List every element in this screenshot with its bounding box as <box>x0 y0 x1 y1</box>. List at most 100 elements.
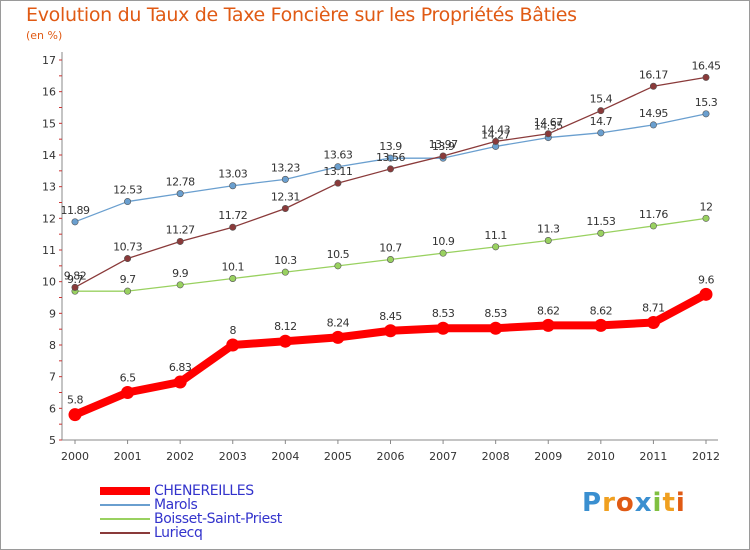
data-label: 10.3 <box>274 254 297 267</box>
x-tick-label: 2007 <box>429 450 457 463</box>
data-point <box>278 334 292 348</box>
y-tick-label: 9 <box>49 307 56 320</box>
x-tick-label: 2003 <box>219 450 247 463</box>
data-label: 9.82 <box>64 269 87 282</box>
data-label: 10.1 <box>222 261 245 274</box>
data-label: 9.9 <box>172 267 188 280</box>
data-point <box>436 321 450 335</box>
data-point <box>121 386 135 399</box>
data-label: 12.53 <box>113 184 142 197</box>
data-label: 14.95 <box>639 107 668 120</box>
data-label: 13.11 <box>323 165 352 178</box>
logo-letter: P <box>582 488 603 518</box>
y-tick-label: 10 <box>42 276 56 289</box>
data-point <box>386 154 394 162</box>
data-point <box>229 274 237 282</box>
data-label: 10.9 <box>432 235 455 248</box>
logo-letter: i <box>675 488 686 518</box>
y-tick-label: 11 <box>42 244 56 257</box>
data-label: 9.7 <box>67 273 83 286</box>
data-point <box>386 165 394 173</box>
data-point <box>597 107 605 115</box>
data-label: 14.27 <box>481 128 510 141</box>
x-tick-label: 2001 <box>114 450 142 463</box>
x-tick-label: 2006 <box>377 450 405 463</box>
data-point <box>544 130 552 138</box>
data-point <box>331 330 345 344</box>
data-label: 10.7 <box>379 242 402 255</box>
data-label: 9.7 <box>120 273 136 286</box>
data-label: 16.17 <box>639 68 668 81</box>
data-point <box>176 237 184 245</box>
data-point <box>173 375 187 389</box>
data-label: 14.7 <box>590 115 613 128</box>
x-tick-label: 2004 <box>271 450 299 463</box>
x-tick-label: 2009 <box>534 450 562 463</box>
data-point <box>439 152 447 160</box>
data-point <box>68 408 82 422</box>
data-point <box>649 82 657 90</box>
data-point <box>281 175 289 183</box>
logo-letter: x <box>634 488 653 518</box>
legend-label: Boisset-Saint-Priest <box>154 511 282 527</box>
data-point <box>594 318 608 332</box>
data-point <box>124 287 132 295</box>
data-point <box>176 190 184 198</box>
logo-letter: o <box>615 488 635 518</box>
data-label: 8.71 <box>642 302 665 315</box>
data-label: 6.83 <box>169 361 192 374</box>
data-point <box>71 218 79 226</box>
data-point <box>492 137 500 145</box>
data-label: 8.12 <box>274 320 297 333</box>
data-point <box>492 243 500 251</box>
data-label: 8.62 <box>537 304 560 317</box>
data-label: 10.5 <box>327 248 350 261</box>
data-point <box>124 198 132 206</box>
legend-label: Marols <box>154 497 198 513</box>
data-point <box>702 214 710 222</box>
y-tick-label: 15 <box>42 117 56 130</box>
x-tick-label: 2005 <box>324 450 352 463</box>
data-label: 15.3 <box>695 96 718 109</box>
data-label: 14.55 <box>534 120 563 133</box>
data-label: 11.72 <box>218 209 247 222</box>
data-point <box>544 237 552 245</box>
data-point <box>439 249 447 257</box>
data-label: 13.97 <box>429 138 458 151</box>
data-label: 16.45 <box>692 59 721 72</box>
data-point <box>649 222 657 230</box>
data-label: 13.63 <box>323 149 352 162</box>
y-tick-label: 14 <box>42 149 56 162</box>
data-point <box>702 73 710 81</box>
x-tick-label: 2000 <box>61 450 89 463</box>
data-label: 14.43 <box>481 123 510 136</box>
data-point <box>489 321 503 335</box>
y-tick-label: 5 <box>49 434 56 447</box>
y-tick-label: 17 <box>42 54 56 67</box>
y-tick-label: 13 <box>42 181 56 194</box>
data-point <box>229 182 237 190</box>
data-point <box>226 338 240 352</box>
data-label: 12.31 <box>271 191 300 204</box>
legend-label: CHENEREILLES <box>154 483 254 499</box>
chart-unit-label: (en %) <box>26 29 63 42</box>
data-label: 9.6 <box>698 273 714 286</box>
data-point <box>646 316 660 330</box>
data-label: 11.89 <box>61 204 90 217</box>
y-tick-label: 7 <box>49 371 56 384</box>
legend-label: Luriecq <box>154 525 203 541</box>
data-point <box>334 179 342 187</box>
logo-letter: t <box>662 488 676 518</box>
data-label: 15.4 <box>590 93 613 106</box>
proxiti-logo: Proxiti <box>582 488 686 518</box>
data-point <box>176 281 184 289</box>
logo-letter: i <box>652 488 663 518</box>
data-point <box>597 229 605 237</box>
data-label: 14.67 <box>534 116 563 129</box>
x-tick-label: 2010 <box>587 450 615 463</box>
data-point <box>124 255 132 263</box>
data-label: 8.24 <box>327 316 350 329</box>
data-point <box>541 318 555 332</box>
